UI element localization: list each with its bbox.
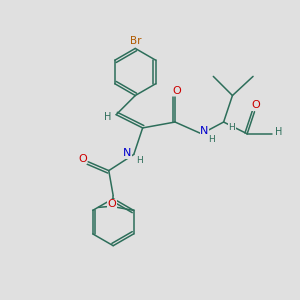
Text: O: O xyxy=(172,85,181,95)
Text: O: O xyxy=(108,200,116,209)
Text: N: N xyxy=(200,126,209,136)
Text: O: O xyxy=(252,100,260,110)
Text: O: O xyxy=(78,154,87,164)
Text: H: H xyxy=(275,127,282,137)
Text: N: N xyxy=(123,148,131,158)
Text: Br: Br xyxy=(130,36,141,46)
Text: H: H xyxy=(104,112,112,122)
Text: H: H xyxy=(136,156,143,165)
Text: H: H xyxy=(208,135,215,144)
Text: H: H xyxy=(229,123,235,132)
